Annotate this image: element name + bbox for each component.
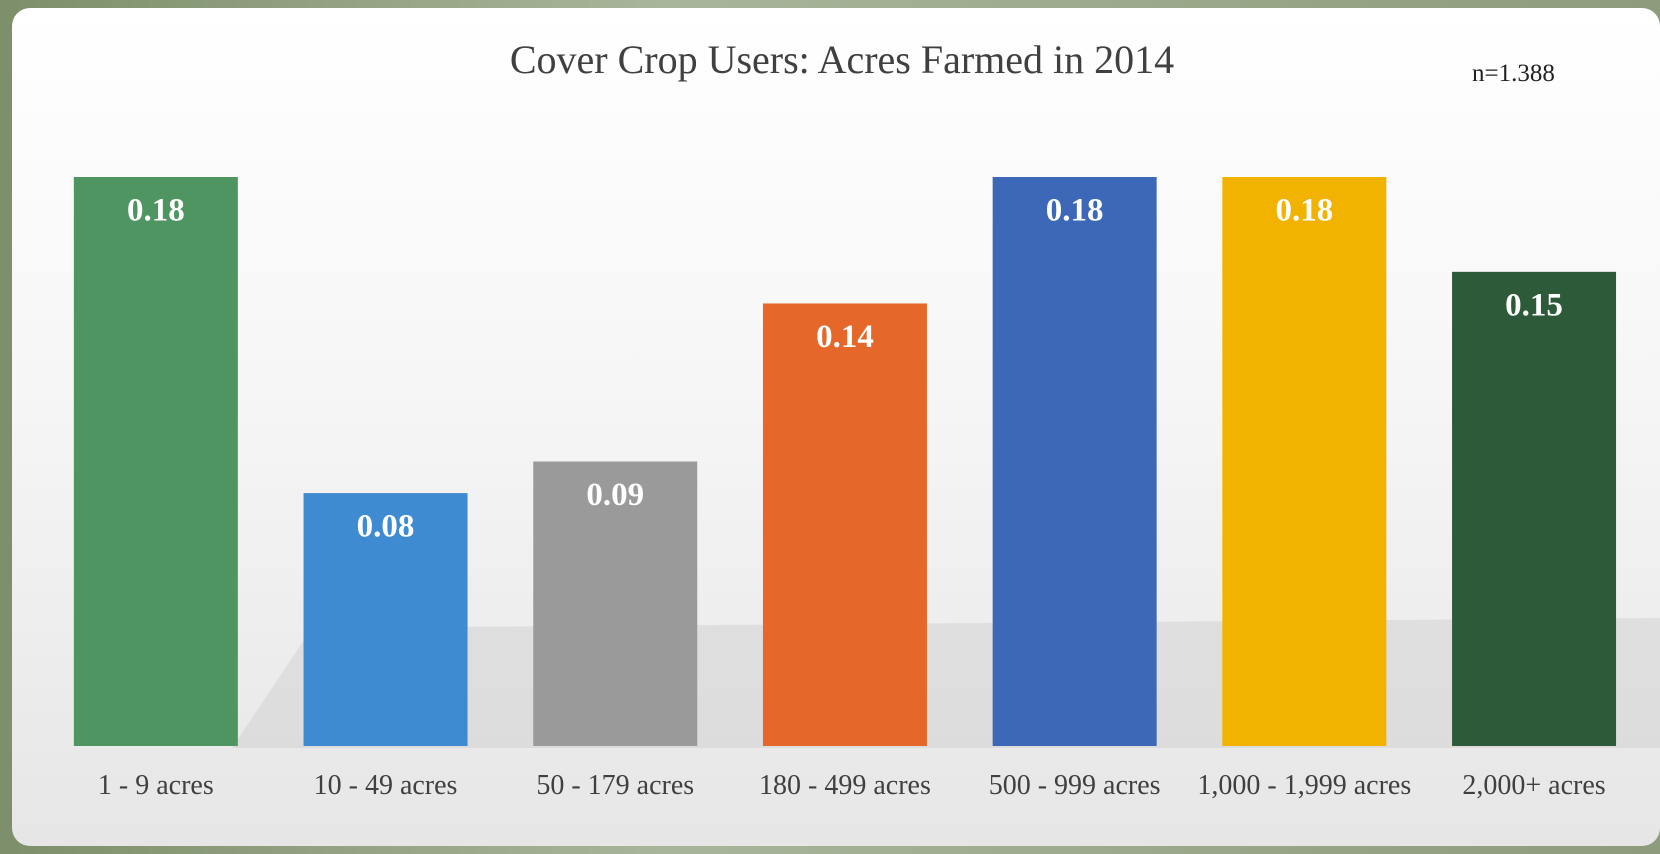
data-label: 0.18	[127, 193, 185, 229]
bar	[1452, 271, 1617, 746]
x-tick-label: 1 - 9 acres	[97, 770, 214, 801]
x-tick-label: 10 - 49 acres	[313, 770, 458, 801]
bar	[533, 461, 698, 746]
x-tick-label: 180 - 499 acres	[759, 770, 931, 801]
x-tick-label: 1,000 - 1,999 acres	[1197, 770, 1412, 801]
bar	[73, 177, 238, 746]
chart-card: Cover Crop Users: Acres Farmed in 2014 0…	[12, 8, 1660, 846]
bar	[1222, 177, 1387, 746]
data-label: 0.18	[1046, 193, 1104, 229]
data-label: 0.08	[357, 509, 415, 545]
data-label: 0.14	[816, 319, 874, 355]
data-label: 0.18	[1275, 193, 1333, 229]
bar	[992, 177, 1157, 746]
x-tick-label: 50 - 179 acres	[536, 770, 695, 801]
data-label: 0.15	[1505, 287, 1563, 323]
bar	[303, 493, 468, 746]
chart-title: Cover Crop Users: Acres Farmed in 2014	[510, 37, 1174, 82]
chart: Cover Crop Users: Acres Farmed in 2014 0…	[73, 37, 1660, 748]
annotation: n=1.388	[1472, 60, 1555, 87]
bar	[762, 303, 927, 746]
data-label: 0.09	[586, 477, 644, 513]
x-tick-label: 2,000+ acres	[1462, 770, 1606, 801]
x-tick-label: 500 - 999 acres	[988, 770, 1161, 801]
